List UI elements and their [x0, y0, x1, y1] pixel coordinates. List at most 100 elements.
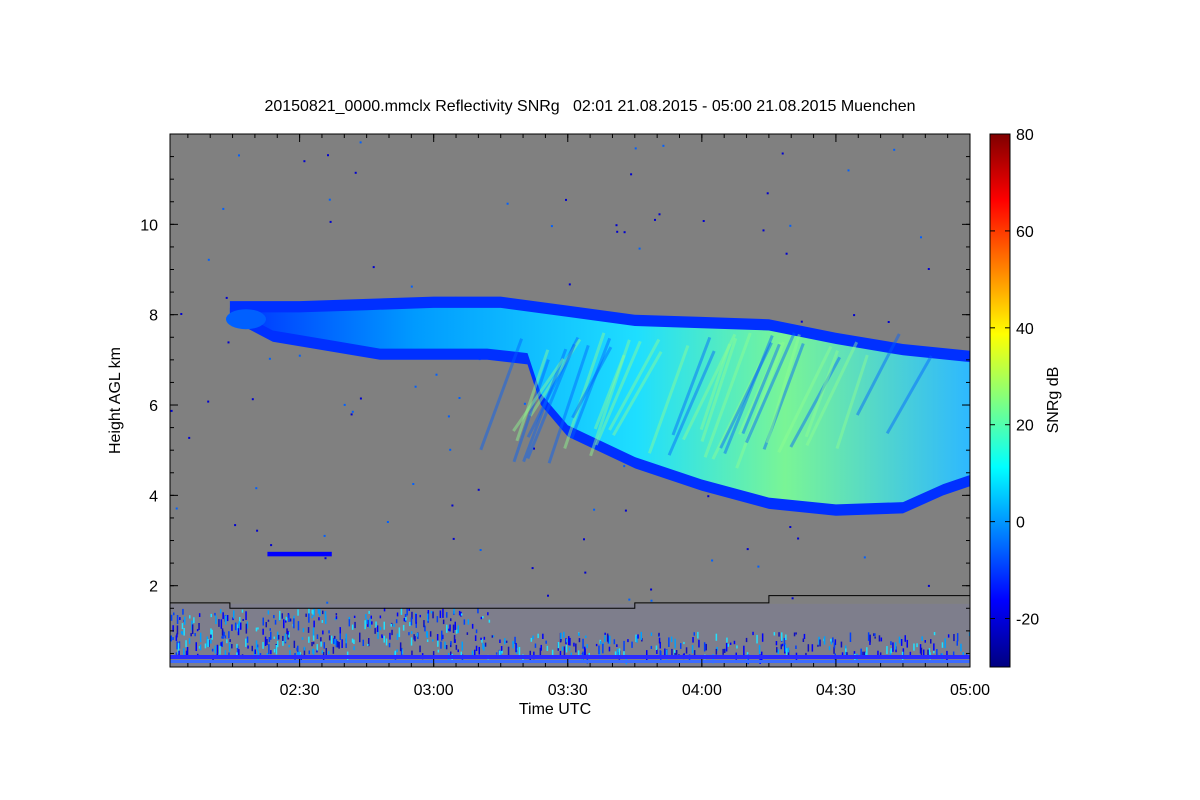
- clutter-speck: [500, 650, 502, 657]
- clutter-speck: [514, 636, 516, 644]
- clutter-speck: [262, 642, 264, 649]
- clutter-speck: [283, 619, 285, 629]
- clutter-speck: [563, 646, 566, 656]
- clutter-speck: [316, 644, 318, 651]
- clutter-speck: [919, 644, 922, 654]
- cloud-streak: [735, 341, 785, 469]
- clutter-speck: [777, 649, 779, 654]
- clutter-speck: [450, 641, 452, 645]
- clutter-speck: [419, 614, 421, 618]
- cloud-streak: [719, 342, 773, 449]
- clutter-speck: [379, 615, 382, 619]
- noise-point: [451, 504, 454, 507]
- clutter-speck: [726, 637, 728, 643]
- colorbar-tick-label: 80: [1016, 127, 1034, 144]
- clutter-speck: [457, 649, 459, 653]
- cloud-streak: [741, 343, 781, 435]
- clutter-speck: [823, 636, 826, 645]
- clutter-speck: [432, 639, 434, 642]
- clutter-speck: [775, 641, 778, 646]
- clutter-speck: [293, 618, 295, 629]
- noise-point: [386, 521, 389, 523]
- noise-point: [234, 524, 237, 527]
- clutter-speck: [196, 629, 199, 632]
- clutter-speck: [226, 615, 229, 622]
- cloud-streak: [608, 338, 661, 431]
- clutter-speck: [659, 650, 661, 657]
- cloud-streak: [700, 337, 738, 442]
- clutter-speck: [609, 635, 611, 645]
- clutter-speck: [482, 642, 484, 650]
- cloud-streak: [682, 333, 737, 441]
- noise-point: [789, 224, 792, 227]
- clutter-speck: [183, 648, 185, 658]
- clutter-speck: [906, 639, 908, 648]
- clutter-speck: [206, 636, 208, 647]
- clutter-speck: [170, 614, 173, 621]
- clutter-speck: [584, 648, 586, 656]
- clutter-speck: [756, 634, 758, 644]
- clutter-speck: [368, 610, 370, 614]
- colorbar-tick-label: 60: [1016, 224, 1034, 241]
- clutter-speck: [454, 621, 456, 630]
- clutter-speck: [348, 619, 351, 627]
- x-tick-label: 03:30: [548, 682, 588, 699]
- clutter-speck: [186, 647, 189, 656]
- cloud-streak: [671, 336, 712, 436]
- clutter-speck: [692, 637, 694, 643]
- noise-point: [410, 285, 413, 288]
- clutter-speck: [830, 638, 832, 642]
- clutter-speck: [366, 618, 368, 625]
- clutter-speck: [636, 635, 638, 643]
- clutter-speck: [259, 653, 262, 657]
- clutter-speck: [761, 633, 764, 642]
- clutter-speck: [267, 619, 270, 622]
- clutter-speck: [498, 650, 501, 659]
- clutter-speck: [545, 640, 547, 644]
- clutter-speck: [530, 637, 533, 642]
- clutter-speck: [388, 642, 391, 648]
- clutter-speck: [231, 644, 233, 649]
- clutter-speck: [406, 608, 408, 616]
- clutter-speck: [784, 643, 786, 654]
- clutter-speck: [560, 639, 562, 642]
- clutter-speck: [228, 631, 230, 639]
- x-tick-label: 04:30: [816, 682, 856, 699]
- clutter-speck: [460, 613, 463, 616]
- clutter-speck: [219, 645, 221, 655]
- clutter-speck: [398, 627, 401, 638]
- clutter-speck: [335, 616, 338, 620]
- clutter-speck: [440, 641, 442, 649]
- clutter-speck: [328, 651, 330, 655]
- clutter-speck: [487, 612, 489, 616]
- clutter-speck: [362, 639, 364, 646]
- noise-point: [781, 152, 784, 155]
- noise-point: [662, 144, 665, 147]
- clutter-speck: [482, 616, 484, 619]
- clutter-speck: [534, 643, 537, 648]
- noise-point: [435, 373, 438, 376]
- clutter-speck: [864, 652, 867, 657]
- clutter-speck: [337, 641, 339, 648]
- clutter-speck: [703, 642, 706, 652]
- clutter-speck: [211, 629, 213, 640]
- noise-point: [531, 567, 534, 570]
- clutter-speck: [537, 633, 539, 639]
- clutter-speck: [894, 642, 897, 650]
- cloud-streak: [594, 340, 642, 446]
- clutter-speck: [188, 638, 191, 644]
- clutter-speck: [586, 644, 588, 649]
- clutter-speck: [429, 631, 432, 637]
- clutter-speck: [585, 635, 587, 638]
- clutter-speck: [504, 638, 506, 645]
- clutter-speck: [374, 628, 376, 634]
- clutter-speck: [415, 622, 417, 628]
- clutter-speck: [273, 649, 276, 653]
- clutter-speck: [273, 636, 275, 639]
- cloud-streak: [738, 342, 782, 435]
- clutter-speck: [325, 615, 327, 624]
- noise-point: [893, 148, 896, 151]
- clutter-speck: [862, 651, 864, 659]
- cloud-streak: [699, 343, 732, 431]
- clutter-speck: [353, 615, 356, 618]
